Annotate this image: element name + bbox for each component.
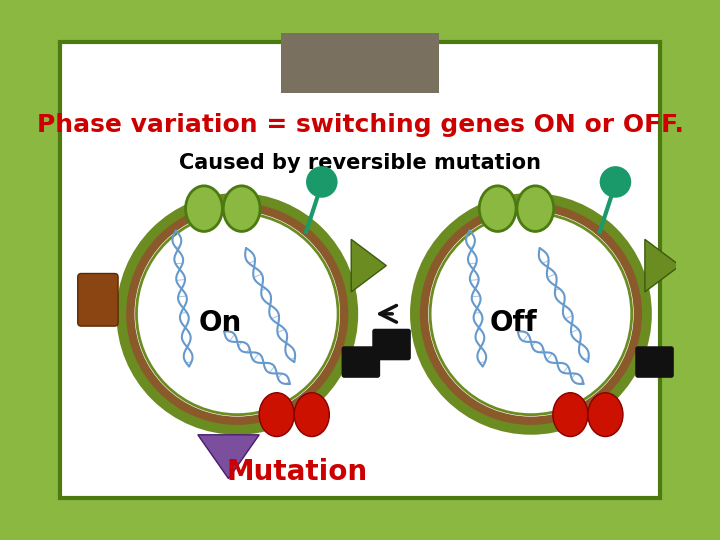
Ellipse shape: [480, 186, 516, 232]
FancyBboxPatch shape: [372, 329, 411, 360]
Ellipse shape: [223, 186, 260, 232]
FancyBboxPatch shape: [60, 42, 660, 498]
FancyBboxPatch shape: [635, 346, 674, 378]
Text: Mutation: Mutation: [226, 457, 367, 485]
FancyArrowPatch shape: [380, 306, 397, 322]
Ellipse shape: [294, 393, 329, 436]
Polygon shape: [645, 239, 680, 292]
Circle shape: [127, 204, 347, 423]
Text: Off: Off: [490, 308, 537, 336]
Ellipse shape: [517, 186, 554, 232]
Text: On: On: [198, 308, 241, 336]
Circle shape: [421, 204, 641, 423]
Polygon shape: [198, 435, 259, 478]
Polygon shape: [351, 239, 387, 292]
FancyBboxPatch shape: [78, 273, 118, 326]
Circle shape: [306, 166, 338, 198]
Circle shape: [600, 166, 631, 198]
Text: Phase variation = switching genes ON or OFF.: Phase variation = switching genes ON or …: [37, 113, 683, 137]
Ellipse shape: [588, 393, 623, 436]
Text: Caused by reversible mutation: Caused by reversible mutation: [179, 153, 541, 173]
Ellipse shape: [259, 393, 294, 436]
Bar: [281, 33, 439, 93]
Ellipse shape: [186, 186, 222, 232]
Ellipse shape: [553, 393, 588, 436]
FancyBboxPatch shape: [341, 346, 380, 378]
